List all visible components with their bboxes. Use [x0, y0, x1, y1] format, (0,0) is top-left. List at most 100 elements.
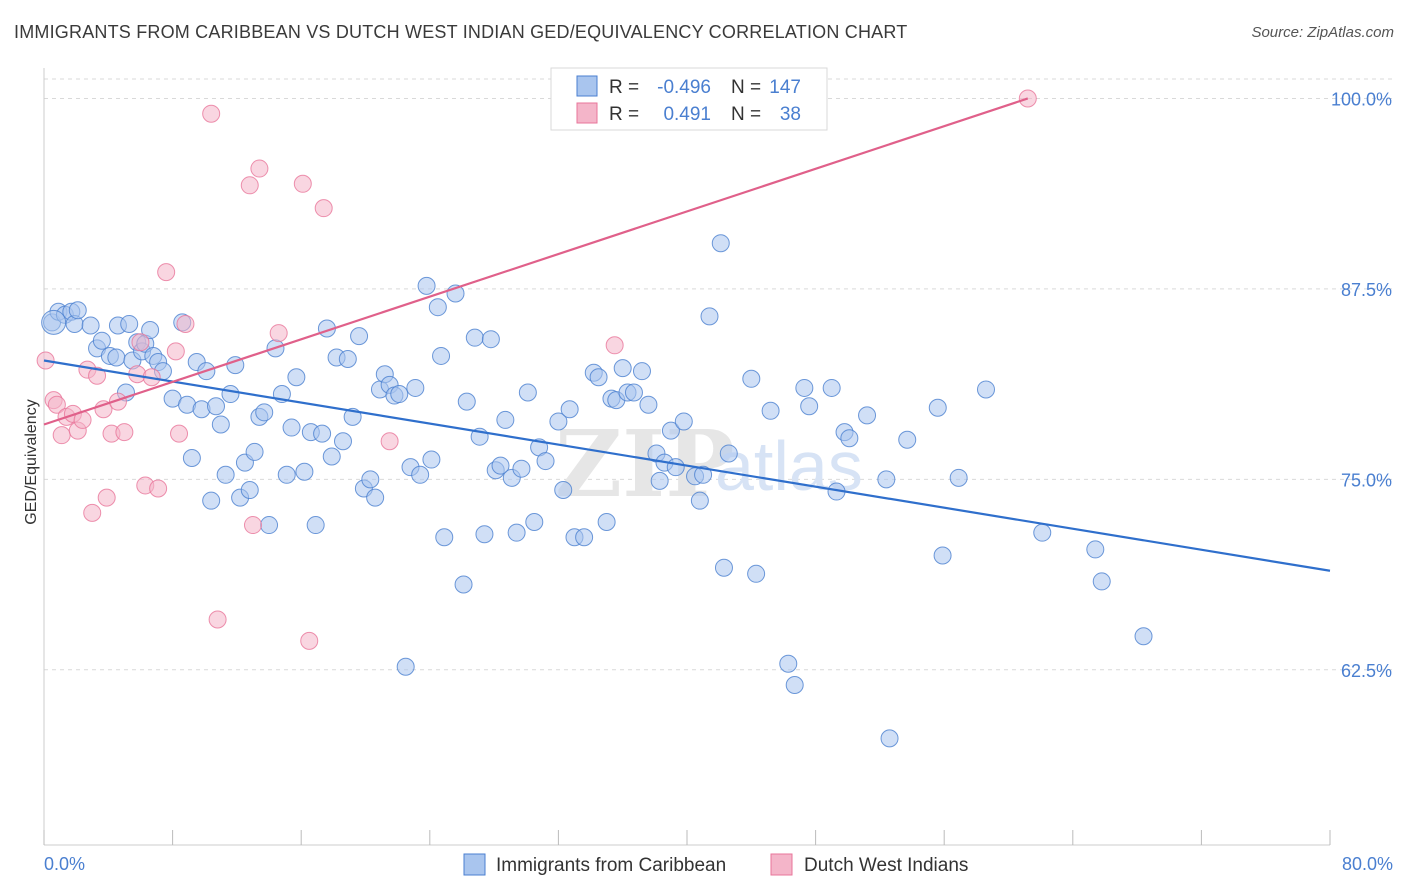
data-point-blue — [81, 316, 100, 335]
data-point-blue — [624, 383, 643, 402]
y-axis-title: GED/Equivalency — [23, 399, 40, 524]
legend-r-label-2: R = — [609, 104, 639, 125]
data-point-blue — [554, 481, 573, 500]
data-points — [36, 89, 1153, 748]
data-point-blue — [422, 450, 441, 469]
data-point-blue — [221, 385, 240, 404]
data-point-blue — [260, 516, 279, 535]
data-point-blue — [396, 657, 415, 676]
data-point-blue — [858, 406, 877, 425]
data-point-blue — [411, 465, 430, 484]
data-point-pink — [170, 424, 189, 443]
data-point-pink — [157, 263, 176, 282]
data-point-blue — [898, 430, 917, 449]
data-point-blue — [435, 528, 454, 547]
chart-title: IMMIGRANTS FROM CARIBBEAN VS DUTCH WEST … — [14, 22, 908, 42]
data-point-blue — [711, 234, 730, 253]
data-point-blue — [877, 470, 896, 489]
x-tick-label-max: 80.0% — [1342, 854, 1393, 874]
data-point-blue — [481, 330, 500, 349]
legend-swatch-pink — [576, 102, 598, 124]
data-point-blue — [779, 654, 798, 673]
grid-lines — [44, 78, 1394, 671]
data-point-blue — [822, 378, 841, 397]
legend-r-value-1: -0.496 — [657, 77, 711, 98]
data-point-blue — [666, 458, 685, 477]
data-point-blue — [432, 346, 451, 365]
legend-r-value-2: 0.491 — [663, 104, 711, 125]
data-point-pink — [108, 392, 127, 411]
data-point-pink — [208, 610, 227, 629]
data-point-blue — [785, 676, 804, 695]
series-legend-dutch: Dutch West Indians — [804, 855, 968, 876]
data-point-blue — [690, 491, 709, 510]
data-point-blue — [795, 378, 814, 397]
series-legend: Immigrants from Caribbean Dutch West Ind… — [463, 853, 968, 876]
series-legend-caribbean: Immigrants from Caribbean — [496, 855, 726, 876]
data-point-blue — [306, 516, 325, 535]
data-point-blue — [322, 447, 341, 466]
data-point-blue — [475, 525, 494, 544]
y-tick-labels: 62.5% 75.0% 87.5% 100.0% — [1331, 89, 1392, 680]
data-point-blue — [674, 412, 693, 431]
data-point-blue — [182, 449, 201, 468]
watermark: ZIP atlas — [555, 410, 863, 518]
data-point-blue — [597, 513, 616, 532]
data-point-pink — [314, 199, 333, 218]
data-point-blue — [840, 429, 859, 448]
data-point-cluster — [41, 309, 67, 335]
data-point-pink — [380, 432, 399, 451]
data-point-blue — [406, 378, 425, 397]
data-point-pink — [166, 342, 185, 361]
data-point-blue — [650, 471, 669, 490]
data-point-pink — [88, 366, 107, 385]
trend-line-blue — [43, 359, 1331, 572]
data-point-pink — [300, 631, 319, 650]
data-point-blue — [949, 468, 968, 487]
data-point-blue — [338, 349, 357, 368]
axes — [43, 68, 1331, 846]
data-point-blue — [632, 362, 651, 381]
data-point-blue — [313, 424, 332, 443]
series-legend-swatch-caribbean — [463, 853, 486, 876]
data-point-blue — [282, 418, 301, 437]
data-point-blue — [933, 546, 952, 565]
data-point-blue — [525, 513, 544, 532]
data-point-blue — [613, 359, 632, 378]
data-point-blue — [512, 459, 531, 478]
series-legend-swatch-dutch — [770, 853, 793, 876]
data-point-pink — [115, 423, 134, 442]
x-tick-label-min: 0.0% — [44, 854, 85, 874]
y-tick-label: 100.0% — [1331, 89, 1392, 109]
x-tick-labels: 0.0% 80.0% — [44, 854, 1393, 874]
data-point-pink — [97, 488, 116, 507]
data-point-pink — [52, 426, 71, 445]
data-point-blue — [1086, 540, 1105, 559]
data-point-blue — [202, 491, 221, 510]
legend-n-label-2: N = — [731, 104, 761, 125]
data-point-pink — [293, 174, 312, 193]
data-point-blue — [350, 327, 369, 346]
data-point-blue — [1033, 523, 1052, 542]
data-point-blue — [107, 348, 126, 367]
data-point-blue — [976, 380, 995, 399]
data-point-blue — [742, 369, 761, 388]
data-point-blue — [661, 421, 680, 440]
data-point-blue — [366, 488, 385, 507]
data-point-blue — [277, 465, 296, 484]
data-point-blue — [454, 575, 473, 594]
data-point-pink — [243, 516, 262, 535]
trend-line-pink — [43, 97, 1029, 426]
data-point-pink — [47, 395, 66, 414]
data-point-blue — [207, 397, 226, 416]
data-point-pink — [176, 314, 195, 333]
legend-n-label-1: N = — [731, 77, 761, 98]
data-point-blue — [719, 444, 738, 463]
data-point-blue — [141, 321, 160, 340]
data-point-blue — [761, 401, 780, 420]
data-point-pink — [240, 176, 259, 195]
data-point-blue — [700, 307, 719, 326]
legend-swatch-blue — [576, 75, 598, 97]
data-point-blue — [714, 558, 733, 577]
